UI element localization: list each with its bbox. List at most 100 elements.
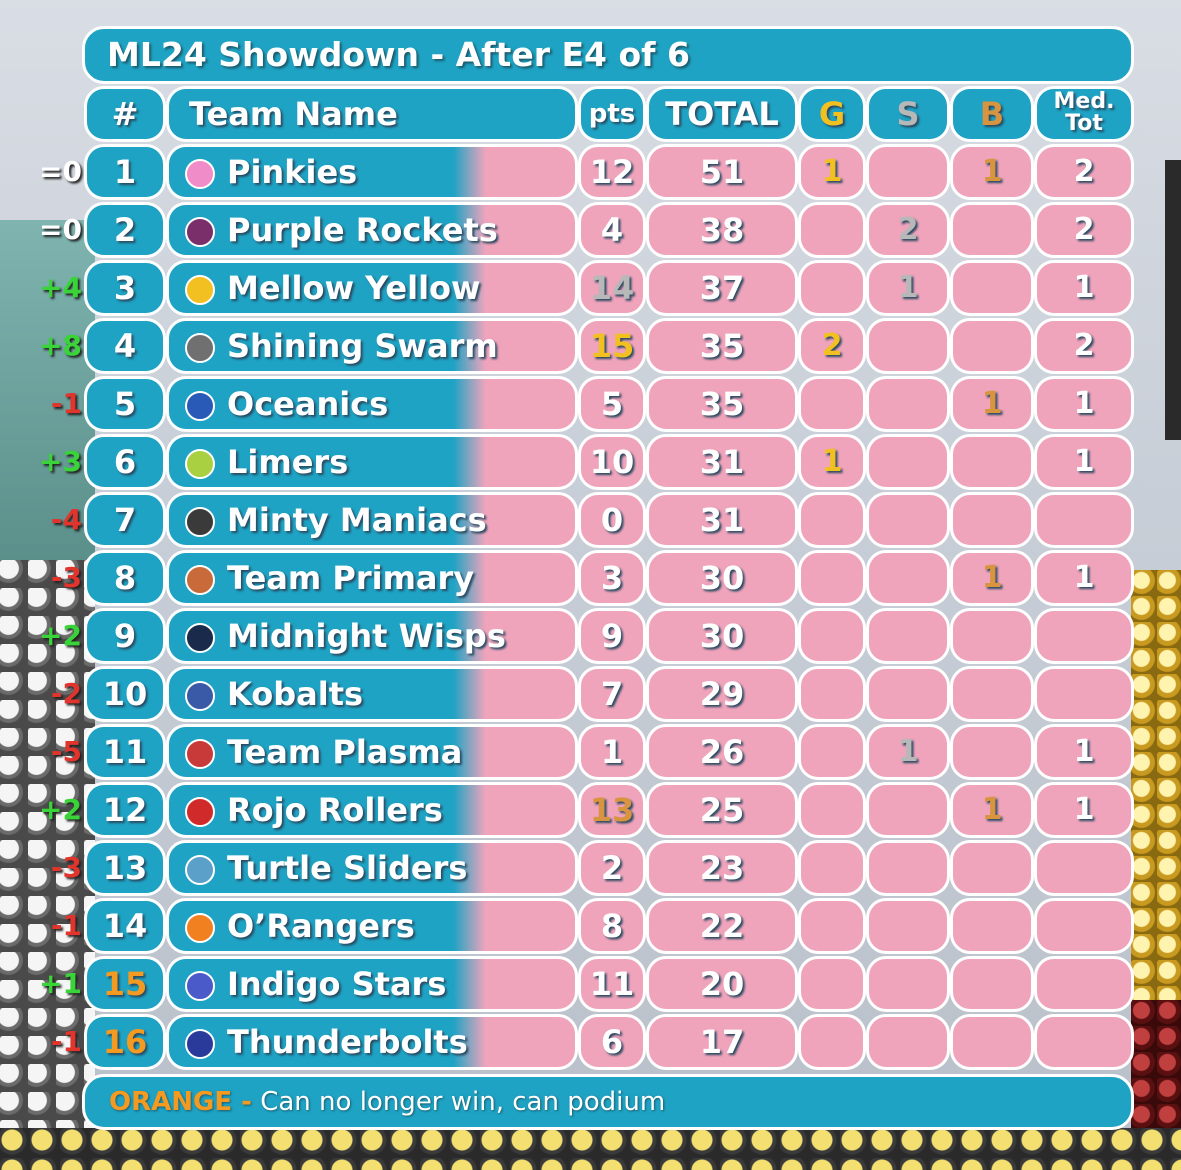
bronze-cell (950, 492, 1034, 548)
gold-cell (798, 724, 866, 780)
team-name-cell: O’Rangers (166, 898, 578, 954)
silver-cell (866, 144, 950, 200)
rank-cell: 5 (84, 376, 166, 432)
rank-change: +8 (39, 329, 82, 362)
bronze-cell: 1 (950, 376, 1034, 432)
background-screen-panel (1165, 160, 1181, 440)
table-row: -2 10 Kobalts 7 29 (0, 666, 1181, 722)
gold-cell (798, 840, 866, 896)
pts-cell: 8 (578, 898, 646, 954)
team-name: Limers (227, 443, 349, 481)
pts-cell: 12 (578, 144, 646, 200)
medal-total-cell: 2 (1034, 318, 1134, 374)
team-marble-icon (185, 449, 215, 479)
rank-cell: 2 (84, 202, 166, 258)
header-pts: pts (578, 86, 646, 142)
rank-change: +3 (39, 445, 82, 478)
pts-cell: 10 (578, 434, 646, 490)
rank-change: -3 (50, 561, 82, 594)
pts-cell: 1 (578, 724, 646, 780)
gold-cell (798, 1014, 866, 1070)
team-name-cell: Team Plasma (166, 724, 578, 780)
rank-cell: 11 (84, 724, 166, 780)
medal-total-cell: 1 (1034, 434, 1134, 490)
silver-cell (866, 782, 950, 838)
table-row: -4 7 Minty Maniacs 0 31 (0, 492, 1181, 548)
pts-cell: 7 (578, 666, 646, 722)
medal-total-cell: 2 (1034, 202, 1134, 258)
pts-cell: 5 (578, 376, 646, 432)
team-marble-icon (185, 275, 215, 305)
table-row: -3 13 Turtle Sliders 2 23 (0, 840, 1181, 896)
team-name-cell: Minty Maniacs (166, 492, 578, 548)
rank-change: =0 (39, 213, 82, 246)
rank-cell: 8 (84, 550, 166, 606)
team-marble-icon (185, 739, 215, 769)
rank-cell: 15 (84, 956, 166, 1012)
table-row: =0 1 Pinkies 12 51 1 1 2 (0, 144, 1181, 200)
header-rank: # (84, 86, 166, 142)
medal-total-cell (1034, 492, 1134, 548)
medal-total-cell: 1 (1034, 376, 1134, 432)
bronze-cell (950, 956, 1034, 1012)
bronze-cell (950, 840, 1034, 896)
header-total: TOTAL (646, 86, 798, 142)
rank-change: -1 (50, 909, 82, 942)
team-name: Team Primary (227, 559, 475, 597)
rank-change: -3 (50, 851, 82, 884)
header-team-name: Team Name (166, 86, 578, 142)
team-name: O’Rangers (227, 907, 415, 945)
total-cell: 35 (646, 318, 798, 374)
team-name: Indigo Stars (227, 965, 447, 1003)
table-row: -3 8 Team Primary 3 30 1 1 (0, 550, 1181, 606)
table-row: =0 2 Purple Rockets 4 38 2 2 (0, 202, 1181, 258)
table-row: +3 6 Limers 10 31 1 1 (0, 434, 1181, 490)
team-name-cell: Pinkies (166, 144, 578, 200)
rank-change: -5 (50, 735, 82, 768)
team-marble-icon (185, 1029, 215, 1059)
gold-cell (798, 376, 866, 432)
table-row: +2 9 Midnight Wisps 9 30 (0, 608, 1181, 664)
rank-cell: 6 (84, 434, 166, 490)
table-row: +4 3 Mellow Yellow 14 37 1 1 (0, 260, 1181, 316)
gold-cell (798, 550, 866, 606)
team-name: Pinkies (227, 153, 358, 191)
total-cell: 35 (646, 376, 798, 432)
team-name: Thunderbolts (227, 1023, 468, 1061)
pts-cell: 4 (578, 202, 646, 258)
team-marble-icon (185, 971, 215, 1001)
medal-total-cell: 1 (1034, 782, 1134, 838)
total-cell: 25 (646, 782, 798, 838)
bronze-cell: 1 (950, 550, 1034, 606)
medal-total-cell: 1 (1034, 550, 1134, 606)
team-name-cell: Purple Rockets (166, 202, 578, 258)
team-name-cell: Midnight Wisps (166, 608, 578, 664)
medal-total-cell (1034, 956, 1134, 1012)
medal-total-cell (1034, 666, 1134, 722)
table-row: -5 11 Team Plasma 1 26 1 1 (0, 724, 1181, 780)
team-name-cell: Kobalts (166, 666, 578, 722)
rank-change: -4 (50, 503, 82, 536)
total-cell: 30 (646, 608, 798, 664)
rank-change: -2 (50, 677, 82, 710)
rank-cell: 12 (84, 782, 166, 838)
team-name: Minty Maniacs (227, 501, 487, 539)
team-name-cell: Thunderbolts (166, 1014, 578, 1070)
bronze-cell (950, 666, 1034, 722)
silver-cell (866, 492, 950, 548)
total-cell: 26 (646, 724, 798, 780)
gold-cell (798, 782, 866, 838)
bronze-cell (950, 724, 1034, 780)
pts-cell: 14 (578, 260, 646, 316)
team-marble-icon (185, 333, 215, 363)
gold-cell (798, 492, 866, 548)
silver-cell (866, 318, 950, 374)
total-cell: 17 (646, 1014, 798, 1070)
background-marbles-right (1131, 570, 1181, 1010)
rank-cell: 3 (84, 260, 166, 316)
bronze-cell (950, 1014, 1034, 1070)
team-name: Rojo Rollers (227, 791, 443, 829)
rank-cell: 1 (84, 144, 166, 200)
total-cell: 22 (646, 898, 798, 954)
background-marbles-bottom (0, 1128, 1181, 1170)
